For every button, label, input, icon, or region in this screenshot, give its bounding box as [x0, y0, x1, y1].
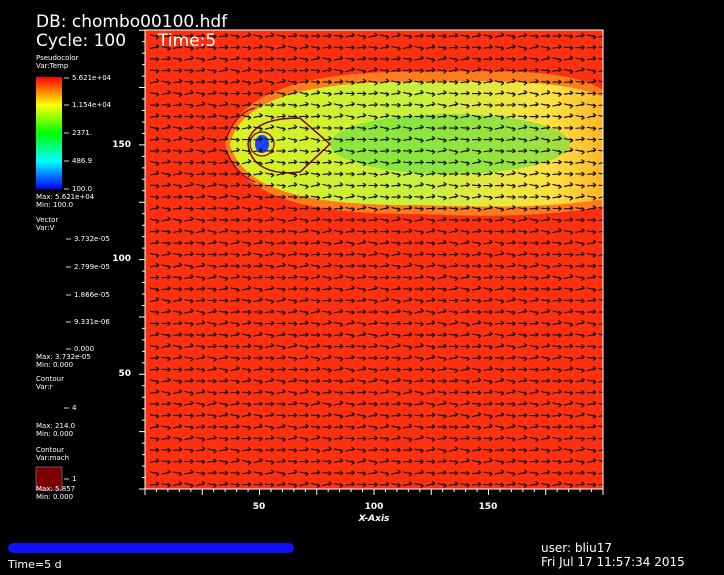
legend-var: Var:V	[36, 224, 55, 232]
legend-label: 1.866e-05	[74, 291, 110, 299]
legend-label: 100.0	[72, 185, 92, 193]
legend-label: 2371.	[72, 129, 92, 137]
y-tick-label: 150	[112, 140, 131, 150]
db-name: DB: chombo00100.hdf	[36, 12, 228, 32]
vector-arrows	[149, 32, 603, 489]
date: Fri Jul 17 11:57:34 2015	[541, 555, 685, 569]
y-tick-label: 50	[118, 369, 131, 379]
cycle: Cycle: 100	[36, 31, 126, 51]
legend-label: 1	[72, 475, 76, 483]
legend-label: 5.621e+04	[72, 74, 112, 82]
x-axis-label: X-Axis	[358, 514, 390, 524]
time-slider[interactable]	[8, 543, 294, 553]
plume-core	[330, 114, 570, 174]
user: user: bliu17	[541, 541, 612, 555]
axis-ticks	[139, 29, 604, 495]
x-tick-label: 50	[253, 502, 266, 512]
y-tick-label: 100	[112, 254, 131, 264]
legend-label: 486.9	[72, 157, 92, 165]
contour-line	[249, 131, 275, 157]
legend-plot: Pseudocolor	[36, 54, 79, 62]
legend-plot: Contour	[36, 375, 64, 383]
legend-min: Min: 0.000	[36, 361, 73, 369]
legend-label: 9.331e-06	[74, 318, 110, 326]
legend-max: Max: 3.732e-05	[36, 353, 91, 361]
legend-label: 4	[72, 404, 77, 412]
legend-label: 0.000	[74, 345, 94, 353]
legend-min: Min: 100.0	[36, 201, 73, 209]
legend-max: Max: 214.0	[36, 422, 75, 430]
contour-swatch	[35, 466, 63, 491]
vector-field	[149, 32, 603, 489]
legend-label: 2.799e-05	[74, 263, 110, 271]
legend-max: Max: 5.857	[36, 485, 75, 493]
time: Time:5	[157, 31, 216, 51]
legend-min: Min: 0.000	[36, 493, 73, 501]
legend-var: Var:r	[36, 383, 53, 391]
x-tick-label: 100	[365, 502, 384, 512]
contour-line	[225, 107, 256, 183]
x-tick-label: 150	[479, 502, 498, 512]
legend-plot: Contour	[36, 446, 64, 454]
legend-label: 3.732e-05	[74, 235, 110, 243]
legend-max: Max: 5.621e+04	[36, 193, 95, 201]
color-bar	[36, 77, 62, 189]
legend-label: 1.154e+04	[72, 101, 112, 109]
legend-min: Min: 0.000	[36, 430, 73, 438]
legend-var: Var:Temp	[36, 62, 69, 70]
legend-var: Var:mach	[36, 454, 69, 462]
pseudocolor-field	[225, 71, 603, 216]
legend-plot: Vector	[36, 216, 58, 224]
time-slider-label: Time=5 d	[7, 558, 62, 571]
